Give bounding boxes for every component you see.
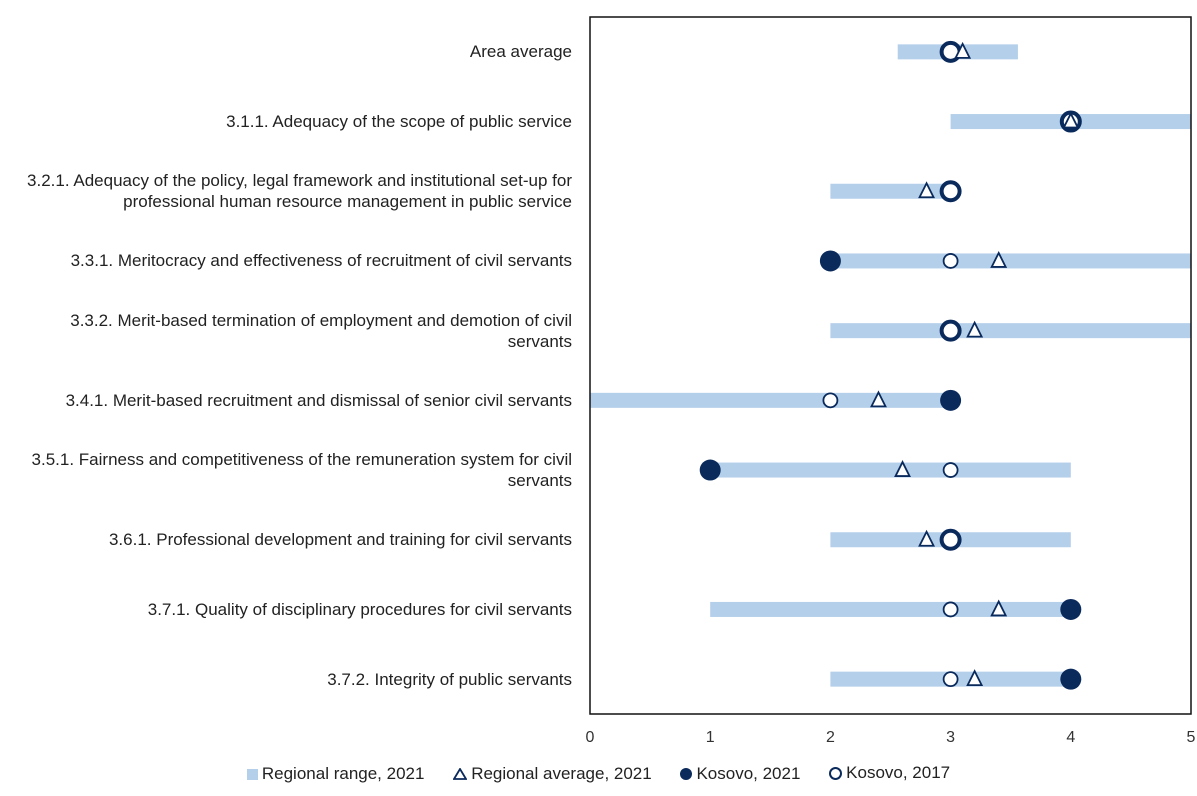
range-bar <box>830 323 1191 339</box>
kosovo-2017-point <box>942 671 959 688</box>
legend: Regional range, 2021 Regional average, 2… <box>0 763 1197 785</box>
kosovo-2017-point <box>942 253 959 269</box>
x-tick-label: 1 <box>706 729 715 746</box>
regional-average-point <box>966 669 984 687</box>
category-label: 3.1.1. Adequacy of the scope of public s… <box>226 112 572 132</box>
legend-label-kosovo-2021: Kosovo, 2021 <box>696 763 801 783</box>
kosovo-2017-point <box>822 392 839 409</box>
x-tick-label: 4 <box>1066 729 1075 746</box>
regional-average-point <box>990 599 1008 617</box>
category-label: 3.7.2. Integrity of public servants <box>327 669 572 689</box>
legend-item-kosovo-2017: Kosovo, 2017 <box>829 763 950 783</box>
range-bar <box>590 392 951 408</box>
regional-average-point <box>1062 111 1080 129</box>
range-bar <box>830 253 1191 269</box>
x-tick-label: 3 <box>946 729 955 746</box>
kosovo-2021-point <box>939 180 962 203</box>
kosovo-2021-point <box>699 459 721 481</box>
regional-average-point <box>918 529 936 547</box>
x-tick-label: 0 <box>586 729 595 746</box>
regional-average-point <box>954 41 972 59</box>
kosovo-2021-point <box>939 528 962 551</box>
regional-average-point <box>966 320 984 338</box>
category-label: 3.3.1. Meritocracy and effectiveness of … <box>70 251 572 271</box>
kosovo-2021-point <box>819 250 841 272</box>
range-bar <box>710 462 1071 478</box>
kosovo-2021-point <box>939 319 962 342</box>
kosovo-2021-point <box>1060 668 1082 690</box>
category-label: 3.3.2. Merit-based termination of employ… <box>70 310 572 351</box>
legend-label-average: Regional average, 2021 <box>471 763 652 783</box>
range-swatch-icon <box>246 768 258 780</box>
category-label: 3.4.1. Merit-based recruitment and dismi… <box>65 390 572 410</box>
legend-label-kosovo-2017: Kosovo, 2017 <box>846 763 951 782</box>
legend-item-range: Regional range, 2021 <box>246 764 425 784</box>
legend-item-kosovo-2021: Kosovo, 2021 <box>680 764 800 784</box>
regional-average-point <box>894 460 911 477</box>
x-tick-label: 2 <box>826 729 835 746</box>
regional-average-point <box>870 390 887 408</box>
kosovo-2021-point <box>940 389 962 411</box>
category-label: 3.6.1. Professional development and trai… <box>108 530 572 550</box>
category-label: 3.5.1. Fairness and competitiveness of t… <box>31 450 572 491</box>
legend-item-average: Regional average, 2021 <box>453 764 652 784</box>
open-circle-icon <box>829 766 843 780</box>
category-label: Area average <box>469 42 572 62</box>
kosovo-2017-point <box>942 601 959 618</box>
category-label: 3.7.1. Quality of disciplinary procedure… <box>147 599 572 619</box>
x-tick-label: 5 <box>1187 729 1196 746</box>
plot-frame <box>589 16 1192 715</box>
legend-label-range: Regional range, 2021 <box>261 764 425 783</box>
category-label: 3.2.1. Adequacy of the policy, legal fra… <box>27 171 572 212</box>
regional-average-point <box>990 250 1008 268</box>
range-bar <box>710 601 1071 617</box>
kosovo-2017-point <box>942 462 959 478</box>
regional-average-point <box>918 181 936 199</box>
filled-circle-icon <box>680 767 693 780</box>
triangle-icon <box>453 767 468 780</box>
kosovo-2021-point <box>1060 598 1082 620</box>
